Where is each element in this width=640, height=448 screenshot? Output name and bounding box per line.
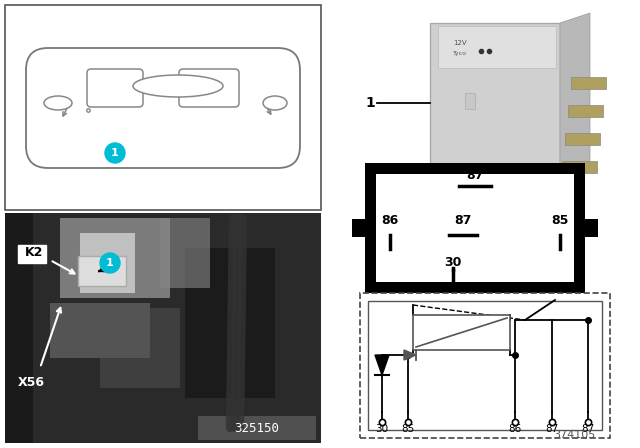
Bar (100, 308, 180, 388)
Text: 12V: 12V (453, 40, 467, 46)
Text: 1: 1 (111, 148, 119, 158)
Text: 87: 87 (467, 169, 484, 182)
Bar (376, 174, 574, 282)
Ellipse shape (263, 96, 287, 110)
Text: 374105: 374105 (553, 430, 595, 440)
Bar (585, 219, 598, 237)
Text: 87: 87 (454, 214, 472, 227)
Text: 325150: 325150 (234, 422, 280, 435)
Text: 87: 87 (545, 424, 559, 434)
Polygon shape (560, 13, 590, 178)
Bar (430, 23, 560, 178)
Text: 1: 1 (365, 96, 375, 110)
Bar (352, 219, 365, 237)
FancyBboxPatch shape (26, 48, 300, 168)
Bar (368, 301, 602, 430)
Bar (160, 218, 210, 288)
Bar (80, 233, 135, 293)
Text: 85: 85 (551, 214, 569, 227)
Bar (571, 77, 606, 89)
Bar (5, 213, 33, 443)
Text: 87: 87 (581, 424, 595, 434)
Bar (568, 105, 603, 117)
Ellipse shape (44, 96, 72, 110)
Text: X56: X56 (18, 376, 45, 389)
Bar (18, 245, 46, 263)
Text: 1: 1 (106, 258, 114, 268)
Bar (562, 161, 597, 173)
Text: 86: 86 (508, 424, 522, 434)
Polygon shape (375, 355, 389, 375)
Bar (413, 315, 510, 350)
Circle shape (105, 143, 125, 163)
Bar (565, 133, 600, 145)
Bar (185, 248, 275, 398)
Ellipse shape (133, 75, 223, 97)
Text: 85: 85 (401, 424, 415, 434)
Text: 30: 30 (376, 424, 388, 434)
Text: 30: 30 (444, 255, 461, 268)
Bar (5, 213, 321, 443)
Bar (78, 256, 126, 286)
Bar (360, 293, 610, 438)
Bar (60, 218, 170, 298)
Text: Tyco: Tyco (453, 51, 467, 56)
Bar (198, 416, 316, 440)
FancyBboxPatch shape (179, 69, 239, 107)
Polygon shape (404, 350, 416, 360)
Circle shape (100, 253, 120, 273)
Bar (5, 5, 321, 210)
Text: 86: 86 (381, 214, 399, 227)
Bar (365, 163, 585, 293)
Bar (438, 26, 556, 68)
Bar (465, 93, 475, 109)
FancyBboxPatch shape (87, 69, 143, 107)
Text: K2: K2 (25, 246, 44, 259)
Bar (50, 303, 150, 358)
